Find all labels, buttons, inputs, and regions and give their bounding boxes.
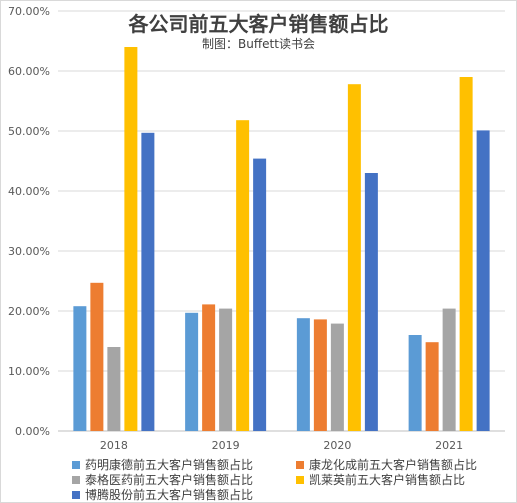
legend-item: 博腾股份前五大客户销售额占比: [72, 486, 253, 503]
bar: [219, 308, 233, 431]
chart-subtitle: 制图：Buffett读书会: [202, 37, 315, 51]
bar: [476, 130, 490, 431]
bar: [313, 319, 327, 431]
x-axis-ticks: 2018 2019 2020 2021: [100, 439, 463, 452]
bar: [408, 335, 422, 431]
legend-swatch: [72, 490, 80, 499]
bar: [347, 84, 361, 431]
legend-label: 泰格医药前五大客户销售额占比: [85, 473, 254, 487]
y-tick-label: 20.00%: [8, 305, 50, 318]
bar: [141, 132, 155, 432]
y-tick-label: 10.00%: [8, 365, 50, 378]
bar: [236, 120, 250, 431]
x-tick-label: 2020: [323, 439, 351, 452]
legend-item: 药明康德前五大客户销售额占比: [72, 456, 253, 473]
bar: [253, 158, 267, 431]
legend-swatch: [296, 460, 304, 469]
bar: [425, 342, 439, 431]
legend-label: 药明康德前五大客户销售额占比: [85, 458, 254, 472]
legend-item: 凯莱英前五大客户销售额占比: [296, 471, 465, 488]
bar: [107, 347, 121, 431]
x-tick-label: 2018: [100, 439, 128, 452]
legend-item: 康龙化成前五大客户销售额占比: [296, 456, 477, 473]
bar: [296, 318, 310, 431]
y-tick-label: 40.00%: [8, 185, 50, 198]
bar: [330, 323, 344, 431]
y-tick-label: 60.00%: [8, 65, 50, 78]
bars: [73, 47, 490, 432]
y-tick-label: 30.00%: [8, 245, 50, 258]
legend-item: 泰格医药前五大客户销售额占比: [72, 471, 253, 488]
bar: [442, 308, 456, 431]
bar: [364, 173, 378, 431]
bar: [185, 312, 199, 431]
legend-swatch: [296, 475, 304, 484]
bar: [73, 306, 87, 431]
chart-title: 各公司前五大客户销售额占比: [128, 12, 389, 36]
legend-label: 康龙化成前五大客户销售额占比: [309, 458, 478, 472]
legend-label: 博腾股份前五大客户销售额占比: [85, 488, 254, 502]
y-axis-ticks: 0.00% 10.00% 20.00% 30.00% 40.00% 50.00% 60.00…: [8, 5, 50, 438]
y-tick-label: 0.00%: [15, 425, 50, 438]
y-tick-label: 70.00%: [8, 5, 50, 18]
legend-swatch: [72, 460, 80, 469]
legend-swatch: [72, 475, 80, 484]
bar: [459, 77, 473, 431]
y-tick-label: 50.00%: [8, 125, 50, 138]
x-tick-label: 2019: [212, 439, 240, 452]
x-tick-label: 2021: [435, 439, 463, 452]
bar: [124, 47, 138, 431]
bar: [90, 282, 104, 431]
legend-label: 凯莱英前五大客户销售额占比: [309, 473, 466, 487]
bar: [202, 304, 216, 431]
